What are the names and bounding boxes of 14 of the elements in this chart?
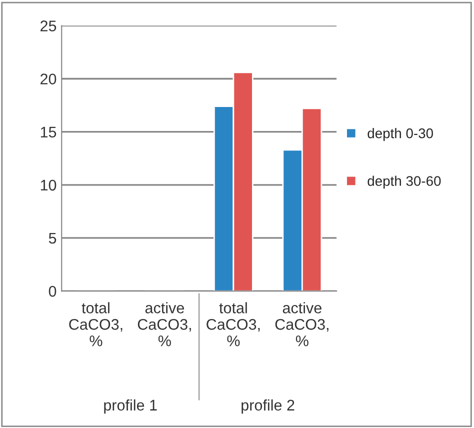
y-tick-label: 0 [48,286,56,297]
x-tick-label: total CaCO3, % [69,302,122,346]
text: profile 2 [242,399,294,414]
y-tick-label: 15 [40,126,56,138]
legend-label: depth 30-60 [368,176,441,189]
y-tick-label: 5 [48,232,56,244]
y-tick-label: 10 [40,180,56,191]
x-tick-label: active CaCO3, % [138,302,191,346]
y-tick-label: 25 [40,20,56,32]
text: profile 1 [104,399,157,414]
x-tick-label: active CaCO3, % [275,302,328,346]
legend-label: depth 0-30 [368,128,433,141]
y-tick-label: 20 [40,74,56,84]
x-tick-label: total CaCO3, % [206,302,260,346]
